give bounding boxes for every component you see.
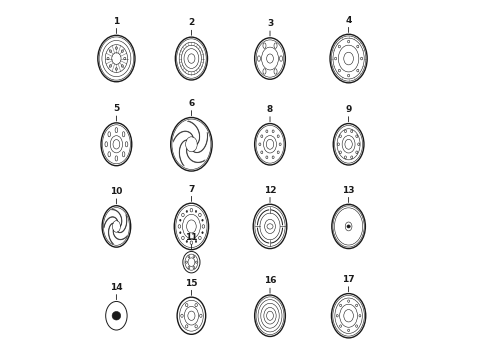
Polygon shape <box>179 140 187 166</box>
Text: 5: 5 <box>113 104 120 121</box>
Text: 4: 4 <box>345 15 352 32</box>
Polygon shape <box>173 131 193 142</box>
Polygon shape <box>187 149 205 163</box>
Ellipse shape <box>112 311 121 320</box>
Text: 2: 2 <box>188 18 195 35</box>
Ellipse shape <box>186 240 188 242</box>
Text: 16: 16 <box>264 276 276 293</box>
Polygon shape <box>112 209 122 226</box>
Text: 17: 17 <box>343 275 355 292</box>
Text: 6: 6 <box>188 99 195 116</box>
Text: 7: 7 <box>188 185 195 202</box>
Text: 9: 9 <box>345 105 352 122</box>
Polygon shape <box>193 132 208 153</box>
Text: 12: 12 <box>264 186 276 203</box>
Text: 13: 13 <box>343 186 355 203</box>
Text: 8: 8 <box>267 105 273 122</box>
Polygon shape <box>113 230 127 240</box>
Ellipse shape <box>180 232 181 234</box>
Polygon shape <box>104 217 118 228</box>
Polygon shape <box>108 223 114 244</box>
Text: 11: 11 <box>185 233 197 249</box>
Text: 3: 3 <box>267 19 273 36</box>
Text: 14: 14 <box>110 283 122 300</box>
Text: 15: 15 <box>185 279 197 296</box>
Ellipse shape <box>202 219 203 221</box>
Polygon shape <box>118 215 127 233</box>
Polygon shape <box>188 121 200 144</box>
Text: 1: 1 <box>113 17 120 33</box>
Ellipse shape <box>180 219 181 221</box>
Ellipse shape <box>186 211 188 212</box>
Ellipse shape <box>347 225 350 228</box>
Text: 10: 10 <box>110 187 122 204</box>
Ellipse shape <box>202 232 203 234</box>
